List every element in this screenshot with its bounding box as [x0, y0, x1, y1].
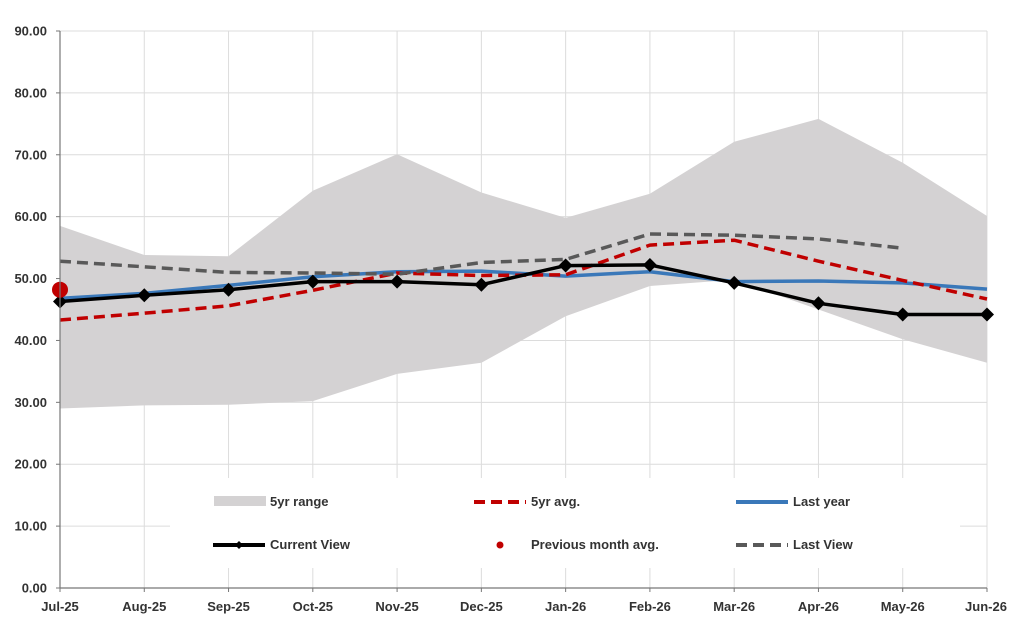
- series-line-current-view: [59, 263, 987, 317]
- current-view-marker: [980, 307, 994, 322]
- x-tick-label: Sep-25: [207, 599, 250, 614]
- legend-label-5yr-range: 5yr range: [270, 494, 329, 509]
- y-tick-label: 30.00: [14, 395, 47, 410]
- x-tick-labels: Jul-25 Aug-25 Sep-25 Oct-25 Nov-25 Dec-25 Jan-…: [41, 588, 1007, 614]
- legend-label-last-view: Last View: [793, 537, 854, 552]
- x-tick-label: Jun-26: [965, 599, 1007, 614]
- x-tick-label: Apr-26: [798, 599, 839, 614]
- y-tick-label: 40.00: [14, 333, 47, 348]
- legend-label-last-year: Last year: [793, 494, 850, 509]
- y-tick-label: 50.00: [14, 271, 47, 286]
- x-tick-label: Aug-25: [122, 599, 166, 614]
- current-view-marker: [895, 307, 910, 322]
- y-tick-label: 20.00: [14, 457, 47, 472]
- current-view-marker: [305, 274, 320, 289]
- current-view-marker: [474, 277, 489, 292]
- legend-background: [170, 478, 960, 568]
- y-tick-label: 70.00: [14, 147, 47, 162]
- legend-marker-current-view: [235, 541, 243, 549]
- x-tick-label: May-26: [881, 599, 925, 614]
- current-view-marker: [390, 274, 405, 289]
- legend-marker-previous-month-avg: [496, 541, 504, 549]
- legend-label-current-view: Current View: [270, 537, 351, 552]
- y-tick-label: 0.00: [22, 581, 47, 596]
- current-view-marker: [558, 258, 573, 273]
- legend: 5yr range 5yr avg. Last year Current Vie…: [170, 478, 960, 568]
- axes: [59, 31, 987, 589]
- range-area-5yr: [60, 118, 987, 409]
- x-tick-label: Dec-25: [460, 599, 503, 614]
- legend-label-previous-month-avg: Previous month avg.: [531, 537, 659, 552]
- y-tick-label: 90.00: [14, 24, 47, 39]
- current-view-marker: [727, 275, 742, 290]
- current-view-marker: [811, 296, 826, 311]
- y-tick-label: 80.00: [14, 85, 47, 100]
- y-tick-label: 60.00: [14, 209, 47, 224]
- current-view-marker: [137, 288, 152, 303]
- legend-label-5yr-avg: 5yr avg.: [531, 494, 580, 509]
- x-tick-label: Nov-25: [375, 599, 418, 614]
- x-tick-label: Feb-26: [629, 599, 671, 614]
- series-line-last-view: [59, 232, 903, 276]
- legend-swatch-5yr-range: [214, 496, 266, 506]
- x-tick-label: Jul-25: [41, 599, 79, 614]
- series-layer: [52, 232, 994, 322]
- y-tick-labels: 0.00 10.00 20.00 30.00 40.00 50.00 60.00 70.00 8…: [14, 24, 60, 596]
- x-tick-label: Jan-26: [545, 599, 586, 614]
- current-view-marker: [642, 257, 657, 272]
- y-tick-label: 10.00: [14, 519, 47, 534]
- x-tick-label: Mar-26: [713, 599, 755, 614]
- x-tick-label: Oct-25: [293, 599, 333, 614]
- current-view-marker: [221, 282, 236, 297]
